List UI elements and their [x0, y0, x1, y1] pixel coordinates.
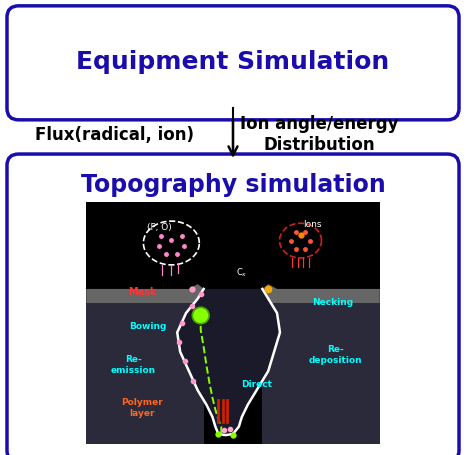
Text: Topography simulation: Topography simulation	[81, 172, 385, 196]
Text: Direct: Direct	[241, 379, 272, 388]
Text: C$_x$: C$_x$	[236, 266, 247, 278]
Text: (F, O): (F, O)	[147, 222, 172, 231]
Text: Equipment Simulation: Equipment Simulation	[76, 50, 390, 73]
Text: Re-
deposition: Re- deposition	[309, 344, 363, 364]
Polygon shape	[262, 284, 380, 304]
Text: Necking: Necking	[312, 297, 353, 306]
Polygon shape	[177, 289, 280, 434]
Circle shape	[192, 308, 209, 324]
Text: Mask: Mask	[128, 287, 156, 297]
Text: Bowing: Bowing	[129, 321, 166, 330]
Text: Ions: Ions	[303, 220, 322, 229]
FancyBboxPatch shape	[7, 7, 459, 121]
Text: Polymer
layer: Polymer layer	[121, 397, 163, 418]
Text: Ion angle/energy
Distribution: Ion angle/energy Distribution	[240, 115, 398, 154]
FancyBboxPatch shape	[7, 155, 459, 455]
Text: Flux(radical, ion): Flux(radical, ion)	[34, 125, 194, 143]
Polygon shape	[262, 304, 380, 444]
Text: Re-
emission: Re- emission	[110, 354, 156, 374]
Polygon shape	[86, 304, 204, 444]
FancyBboxPatch shape	[86, 202, 380, 444]
Polygon shape	[86, 284, 204, 304]
